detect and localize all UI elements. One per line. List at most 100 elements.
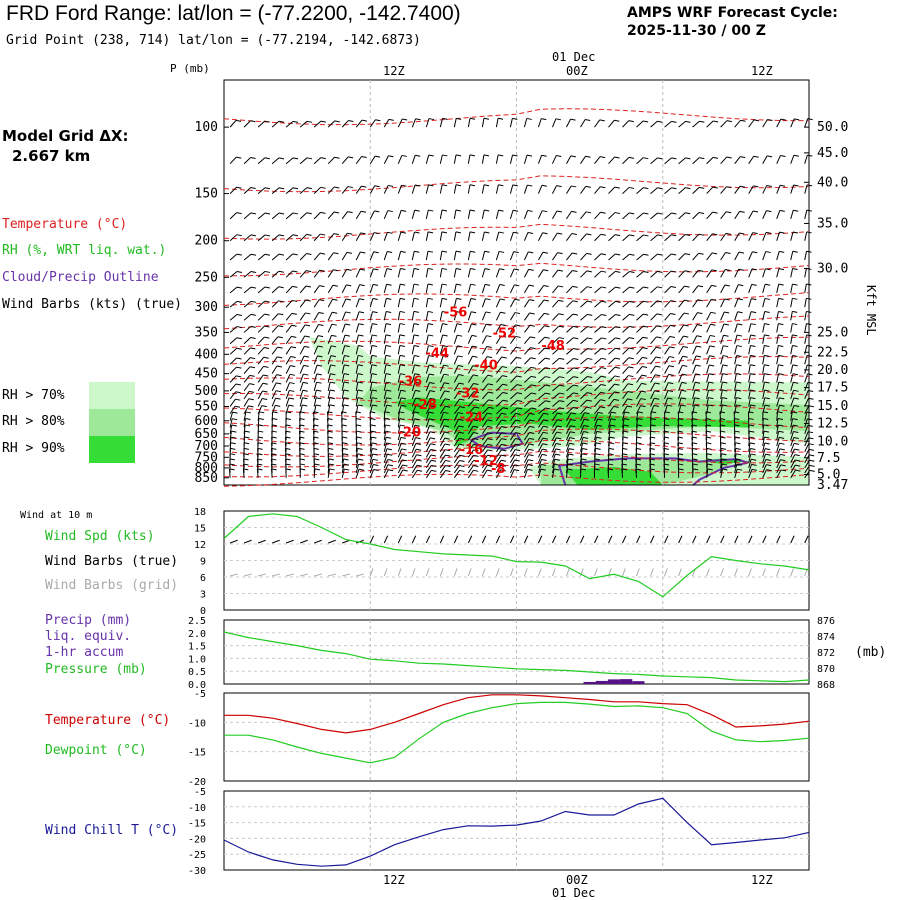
wind-barb-flag [587, 337, 593, 340]
wind-barb-flag [444, 425, 450, 428]
wind-barb [327, 335, 332, 344]
wind-barb [608, 375, 616, 383]
wind-barb-flag [600, 186, 606, 189]
wind-barb-flag [276, 365, 283, 368]
wind-barb-flag [600, 211, 606, 214]
surface-wind-barb-grid [537, 568, 542, 577]
wind-barb-flag [313, 447, 319, 450]
legend-rh70-label: RH > 70% [2, 388, 65, 403]
wind-barb [271, 286, 280, 294]
wind-barb-flag [712, 156, 719, 159]
wind-barb-flag [413, 323, 419, 326]
wind-panel-title: Wind at 10 m [20, 510, 93, 521]
wind-barb-flag [726, 156, 732, 159]
wind-barb-flag [792, 283, 798, 286]
wind-barb-flag [250, 157, 256, 159]
wind-barb-flag [600, 399, 606, 402]
wind-barb-flag [500, 335, 507, 338]
wind-barb [453, 406, 461, 415]
wind-barb-flag [792, 344, 798, 347]
surface-wind-barb-true [692, 535, 697, 544]
wind-barb [734, 268, 740, 278]
wind-barb-flag [235, 119, 242, 122]
wind-barb-flag [586, 286, 593, 289]
wind-barb-flag [680, 404, 686, 407]
wind-barb-flag [682, 345, 689, 348]
wind-barb [510, 400, 518, 407]
wind-barb-flag [792, 418, 798, 421]
wind-barb [580, 419, 585, 428]
wind-barb [355, 185, 362, 194]
wind-barb-flag [780, 155, 786, 158]
wind-barb-flag [402, 459, 408, 462]
wind-barb [734, 334, 738, 344]
wind-barb-flag [488, 406, 494, 409]
wind-barb [495, 231, 500, 241]
wind-barb [692, 397, 696, 407]
wind-barb-flag [609, 442, 615, 445]
wind-barb-flag [330, 355, 336, 358]
wind-barb-flag [643, 187, 649, 190]
wind-barb [551, 459, 556, 469]
wind-barb-flag [485, 311, 491, 314]
wind-barb [608, 212, 616, 220]
wind-barb-flag [415, 405, 422, 408]
surface-wind-barb-grid [369, 568, 374, 577]
wind-barb-flag [736, 389, 742, 392]
wind-barb [355, 251, 361, 261]
wind-barb-flag [531, 407, 537, 410]
wind-barb-flag [229, 463, 235, 466]
wind-barb-flag [400, 381, 406, 384]
wind-barb [481, 383, 489, 392]
wind-barb [692, 157, 700, 165]
wind-barb-flag [621, 458, 628, 461]
wind-barb-flag [427, 310, 434, 313]
wind-barb-flag [413, 345, 420, 347]
wind-barb-flag [303, 373, 309, 376]
wind-barb-flag [333, 233, 339, 236]
wind-barb-flag [427, 250, 434, 253]
precip-accum-label: 1-hr accum [45, 645, 124, 660]
wind-barb-flag [302, 397, 308, 400]
wind-barb-flag [236, 366, 242, 369]
wind-barb-flag [359, 298, 365, 301]
wind-barb-flag [669, 346, 675, 349]
wind-barb-flag [569, 431, 576, 434]
wind-barb-flag [373, 232, 380, 235]
wind-barb-flag [527, 464, 533, 467]
wind-barb [734, 251, 740, 261]
wind-barb [481, 449, 488, 458]
wind-barb-flag [458, 382, 464, 385]
wind-barb [383, 355, 387, 365]
wind-barb [706, 397, 709, 407]
wind-barb-flag [515, 438, 521, 441]
wind-barb-flag [473, 391, 479, 394]
wind-barb [355, 397, 359, 407]
wind-barb-flag [678, 463, 684, 466]
wind-barb [692, 270, 699, 278]
wind-barb [790, 345, 793, 355]
wind-barb [706, 389, 709, 399]
wind-barb [790, 425, 794, 434]
wind-barb-flag [531, 384, 537, 387]
wind-barb-flag [317, 345, 323, 348]
wind-barb-flag [515, 426, 521, 428]
wind-barb-flag [292, 270, 298, 273]
wind-barb [566, 437, 571, 447]
surface-wind-barb-true [706, 535, 711, 544]
wind-barb-flag [806, 345, 812, 348]
wind-barb-flag [400, 430, 406, 433]
height-tick-label: 3.47 [817, 478, 848, 493]
wind-barb [355, 232, 362, 241]
wind-barb-flag [806, 310, 812, 313]
wind-barb-flag [258, 430, 264, 433]
wind-barb [242, 468, 245, 478]
wind-barb-flag [386, 436, 392, 439]
wind-barb-flag [677, 417, 684, 420]
wind-barb [748, 232, 754, 241]
wind-barb-flag [699, 157, 705, 160]
wind-barb-flag [696, 335, 702, 338]
wind-barb-flag [473, 454, 479, 457]
wind-barb-flag [654, 382, 660, 385]
wind-barb [369, 119, 376, 128]
